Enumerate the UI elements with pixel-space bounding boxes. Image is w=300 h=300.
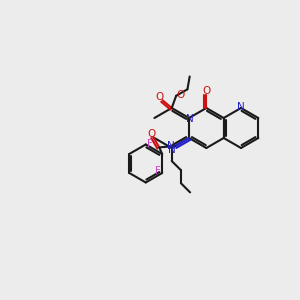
Text: O: O <box>202 86 211 96</box>
Text: N: N <box>167 141 175 151</box>
Text: N: N <box>186 114 194 124</box>
Text: F: F <box>155 166 161 176</box>
Text: N: N <box>168 145 176 155</box>
Text: O: O <box>147 129 155 139</box>
Text: O: O <box>155 92 164 102</box>
Text: F: F <box>147 140 153 149</box>
Text: O: O <box>176 90 184 100</box>
Text: N: N <box>237 102 245 112</box>
